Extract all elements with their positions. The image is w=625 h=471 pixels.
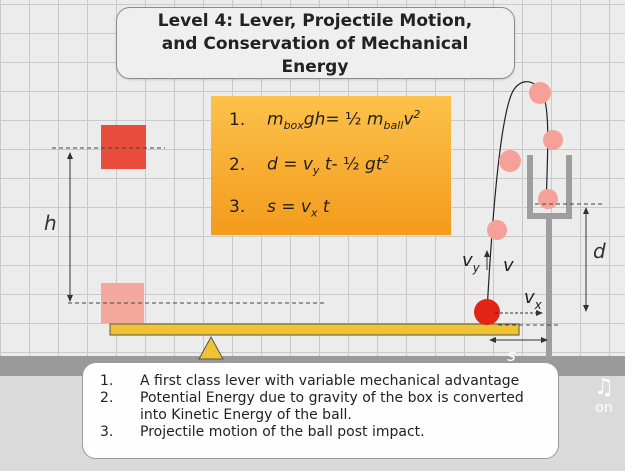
music-note-icon: ♫	[594, 375, 614, 400]
equation-3: 3. s = vx t	[229, 197, 330, 220]
ball-trajectory-2	[499, 150, 521, 172]
height-label: h	[44, 211, 57, 235]
ball-trajectory-1	[487, 220, 507, 240]
box-top	[101, 125, 146, 169]
lever-plank	[109, 323, 520, 336]
equation-3-number: 3.	[229, 197, 246, 217]
catcher-left-wall	[527, 155, 533, 218]
s-label: s	[507, 346, 516, 366]
s-arrow-head-left	[489, 337, 496, 343]
trajectory-path	[486, 81, 549, 313]
equation-1-number: 1.	[229, 109, 246, 130]
description-item-text: Projectile motion of the ball post impac…	[140, 424, 425, 440]
description-item-text: Potential Energy due to gravity of the b…	[140, 390, 524, 423]
s-arrow-head-right	[541, 337, 548, 343]
equation-2: 2. d = vy t- ½ gt2	[229, 153, 390, 178]
description-item-number: 2.	[100, 390, 114, 406]
ball	[474, 299, 500, 325]
equation-2-number: 2.	[229, 154, 246, 175]
catcher-base	[527, 213, 572, 219]
description-item: 2. Potential Energy due to gravity of th…	[100, 390, 550, 424]
ball-trajectory-3	[529, 82, 551, 104]
vy-arrow-head	[484, 250, 490, 257]
sound-toggle-label: on	[595, 400, 613, 416]
level-title: Level 4: Lever, Projectile Motion, and C…	[157, 11, 473, 77]
height-arrow-head-top	[67, 152, 73, 159]
description-item: 1. A first class lever with variable mec…	[100, 373, 550, 390]
lever-fulcrum	[198, 335, 224, 360]
vy-label: vy	[462, 250, 481, 275]
sound-toggle-button[interactable]: ♫ on	[590, 375, 618, 417]
level-title-box	[116, 7, 515, 79]
v-label: v	[503, 255, 514, 276]
description-item-text: A first class lever with variable mechan…	[140, 373, 520, 389]
description-list: 1. A first class lever with variable mec…	[100, 373, 550, 441]
catcher-pole	[546, 218, 552, 360]
catcher-right-wall	[566, 155, 572, 218]
vx-label: vx	[524, 287, 543, 312]
description-item-number: 3.	[100, 424, 114, 440]
description-item-number: 1.	[100, 373, 114, 389]
d-label: d	[593, 239, 606, 263]
equation-1: 1. mboxgh= ½ mballv2	[229, 108, 421, 133]
d-arrow-head-top	[583, 207, 589, 214]
equations-panel	[211, 96, 451, 235]
height-arrow-head-bottom	[67, 295, 73, 302]
vx-arrow-head	[536, 310, 543, 316]
ball-trajectory-4	[543, 130, 563, 150]
description-box	[82, 362, 559, 459]
description-item: 3. Projectile motion of the ball post im…	[100, 424, 550, 441]
box-bottom-faded	[101, 283, 144, 323]
ball-trajectory-5	[538, 189, 558, 209]
d-arrow-head-bottom	[583, 305, 589, 312]
